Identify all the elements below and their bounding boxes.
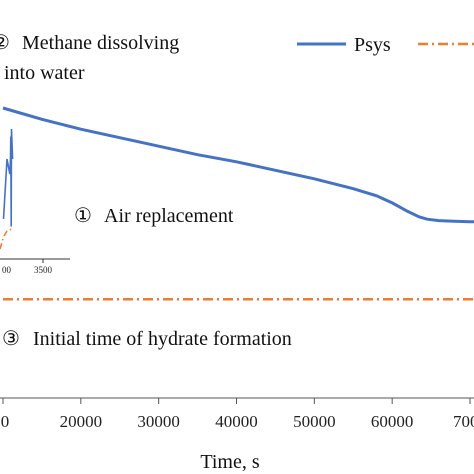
annotation-hydrate-marker: ③: [2, 328, 20, 350]
x-ticks: [2, 398, 471, 404]
annotation-hydrate: ③ Initial time of hydrate formation: [2, 328, 292, 350]
x-tick-label: 0: [1, 412, 10, 431]
inset-series-blue: [2, 128, 14, 227]
inset: 00 3500: [0, 128, 70, 275]
inset-series-orange: [0, 228, 15, 250]
annotation-methane-marker: ②: [0, 32, 10, 54]
x-tick-label: 30000: [137, 412, 180, 431]
x-tick-label: 60000: [371, 412, 414, 431]
legend: Psys: [297, 34, 474, 56]
axes: 0 20000 30000 40000 50000 60000 7000 Time, s: [0, 397, 474, 473]
inset-tick-label-1: 00: [2, 265, 12, 275]
x-axis-label: Time, s: [200, 451, 260, 473]
series-psys-line: [2, 106, 474, 224]
legend-psys-label: Psys: [354, 34, 391, 56]
x-tick-labels: 0 20000 30000 40000 50000 60000 7000: [1, 412, 474, 431]
annotation-methane-line2: into water: [4, 62, 85, 84]
x-tick-label: 20000: [60, 412, 103, 431]
inset-tick-label-2: 3500: [34, 265, 53, 275]
annotation-methane: ② Methane dissolving into water: [0, 32, 179, 84]
annotation-hydrate-text: Initial time of hydrate formation: [33, 328, 292, 350]
annotation-air-marker: ①: [74, 205, 92, 227]
x-tick-label: 40000: [215, 412, 258, 431]
annotation-air-text: Air replacement: [104, 205, 234, 227]
x-tick-label: 7000: [453, 412, 474, 431]
annotation-methane-line1: Methane dissolving: [22, 32, 179, 54]
series-layer: [2, 106, 474, 301]
x-tick-label: 50000: [293, 412, 336, 431]
annotation-air: ① Air replacement: [74, 205, 234, 227]
inset-series: [0, 128, 15, 250]
